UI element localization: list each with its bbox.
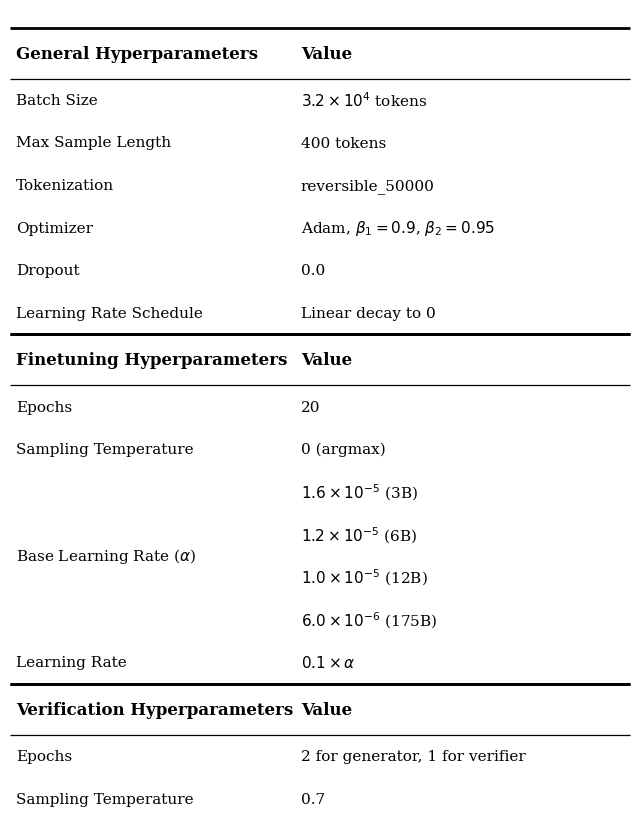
Text: Verification Hyperparameters: Verification Hyperparameters [16,701,293,717]
Text: Value: Value [301,46,352,62]
Text: 0.0: 0.0 [301,264,325,278]
Text: Adam, $\beta_1 = 0.9$, $\beta_2 = 0.95$: Adam, $\beta_1 = 0.9$, $\beta_2 = 0.95$ [301,219,495,238]
Text: 0.7: 0.7 [301,791,325,806]
Text: $6.0 \times 10^{-6}$ (175B): $6.0 \times 10^{-6}$ (175B) [301,610,437,630]
Text: Sampling Temperature: Sampling Temperature [16,442,194,457]
Text: 400 tokens: 400 tokens [301,136,386,151]
Text: 2 for generator, 1 for verifier: 2 for generator, 1 for verifier [301,749,525,763]
Text: $1.2 \times 10^{-5}$ (6B): $1.2 \times 10^{-5}$ (6B) [301,525,417,545]
Text: Batch Size: Batch Size [16,93,98,108]
Text: Epochs: Epochs [16,400,72,414]
Text: 0 (argmax): 0 (argmax) [301,442,385,457]
Text: Value: Value [301,701,352,717]
Text: $0.1 \times \alpha$: $0.1 \times \alpha$ [301,654,356,671]
Text: Base Learning Rate ($\alpha$): Base Learning Rate ($\alpha$) [16,546,196,566]
Text: Max Sample Length: Max Sample Length [16,136,171,151]
Text: Sampling Temperature: Sampling Temperature [16,791,194,806]
Text: Linear decay to 0: Linear decay to 0 [301,306,436,321]
Text: reversible_50000: reversible_50000 [301,179,435,193]
Text: Tokenization: Tokenization [16,179,114,193]
Text: Finetuning Hyperparameters: Finetuning Hyperparameters [16,352,287,369]
Text: Optimizer: Optimizer [16,221,93,236]
Text: $1.0 \times 10^{-5}$ (12B): $1.0 \times 10^{-5}$ (12B) [301,568,428,587]
Text: Dropout: Dropout [16,264,79,278]
Text: $1.6 \times 10^{-5}$ (3B): $1.6 \times 10^{-5}$ (3B) [301,482,418,502]
Text: $3.2 \times 10^4$ tokens: $3.2 \times 10^4$ tokens [301,92,427,110]
Text: Learning Rate: Learning Rate [16,655,127,670]
Text: Epochs: Epochs [16,749,72,763]
Text: 20: 20 [301,400,320,414]
Text: Value: Value [301,352,352,369]
Text: Learning Rate Schedule: Learning Rate Schedule [16,306,203,321]
Text: General Hyperparameters: General Hyperparameters [16,46,258,62]
